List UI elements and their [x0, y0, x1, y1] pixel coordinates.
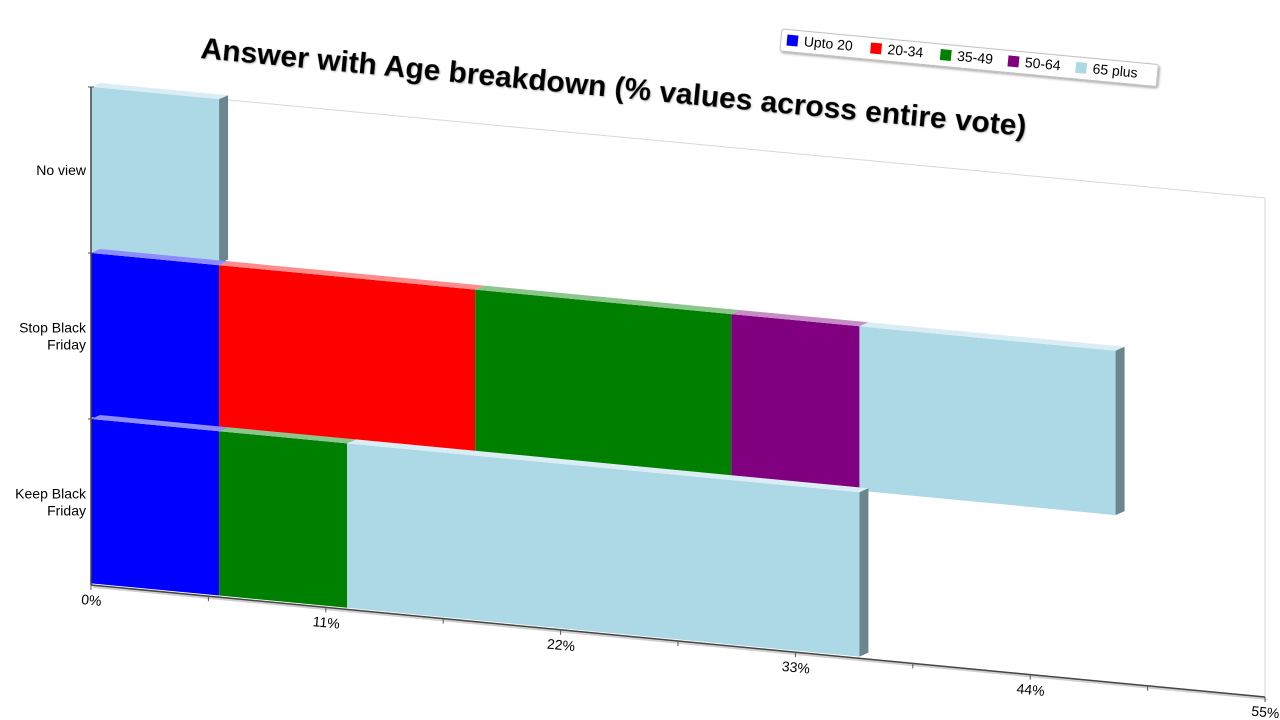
bar-segment — [91, 419, 220, 596]
bar-segment-top — [347, 439, 869, 493]
category-label: No view — [36, 162, 87, 178]
bar-segment-side — [1115, 346, 1125, 516]
bar-segment — [475, 289, 732, 479]
legend-swatch — [786, 34, 799, 47]
x-axis-ticks: 0% 11% 22% 33% 44% 55% — [81, 585, 1280, 720]
x-tick-label: 33% — [781, 658, 810, 677]
legend-swatch — [939, 49, 952, 62]
bar-segment — [219, 431, 348, 608]
bar-segment-top — [91, 249, 229, 266]
bar-segment-top — [91, 83, 229, 100]
legend-item: 50-64 — [1007, 54, 1062, 73]
legend-item: 20-34 — [870, 41, 924, 60]
x-tick-label: 44% — [1016, 680, 1045, 699]
category-label: Friday — [47, 503, 86, 519]
bar-segment — [731, 314, 860, 491]
legend-label: 35-49 — [957, 48, 994, 67]
legend-label: 65 plus — [1092, 60, 1138, 80]
bar-segment-top — [219, 261, 485, 290]
bar-segment — [91, 253, 220, 430]
legend-label: Upto 20 — [803, 33, 854, 54]
legend-item: Upto 20 — [786, 33, 854, 54]
bar-segment-top — [859, 322, 1125, 351]
x-tick-label: 11% — [312, 613, 340, 631]
plot-top-border — [90, 86, 1266, 199]
legend-swatch — [1007, 55, 1020, 68]
bar-segment-top — [475, 285, 741, 315]
x-tick-label: 0% — [81, 591, 103, 609]
bar-segment-top — [219, 427, 357, 444]
bar-segment-top — [91, 415, 229, 432]
legend: Upto 20 20-34 35-49 50-64 65 plus — [779, 28, 1159, 87]
legend-label: 50-64 — [1024, 54, 1061, 73]
bar-segment — [859, 326, 1116, 516]
legend-swatch — [870, 42, 883, 55]
category-label: Friday — [47, 337, 86, 353]
x-tick-label: 55% — [1251, 703, 1280, 720]
x-tick-label: 22% — [546, 636, 575, 655]
bar-segment — [219, 265, 476, 454]
legend-item: 65 plus — [1075, 60, 1138, 81]
bar-segment — [347, 443, 860, 657]
bars-layer — [91, 83, 1125, 657]
legend-swatch — [1075, 61, 1088, 74]
legend-item: 35-49 — [939, 48, 994, 67]
bar-segment — [91, 87, 220, 264]
bar-segment-side — [859, 488, 869, 657]
category-label: Keep Black — [15, 486, 87, 502]
bar-segment-side — [219, 95, 229, 264]
category-label: Stop Black — [19, 320, 87, 336]
bar-segment-top — [731, 310, 869, 327]
legend-label: 20-34 — [887, 41, 924, 60]
